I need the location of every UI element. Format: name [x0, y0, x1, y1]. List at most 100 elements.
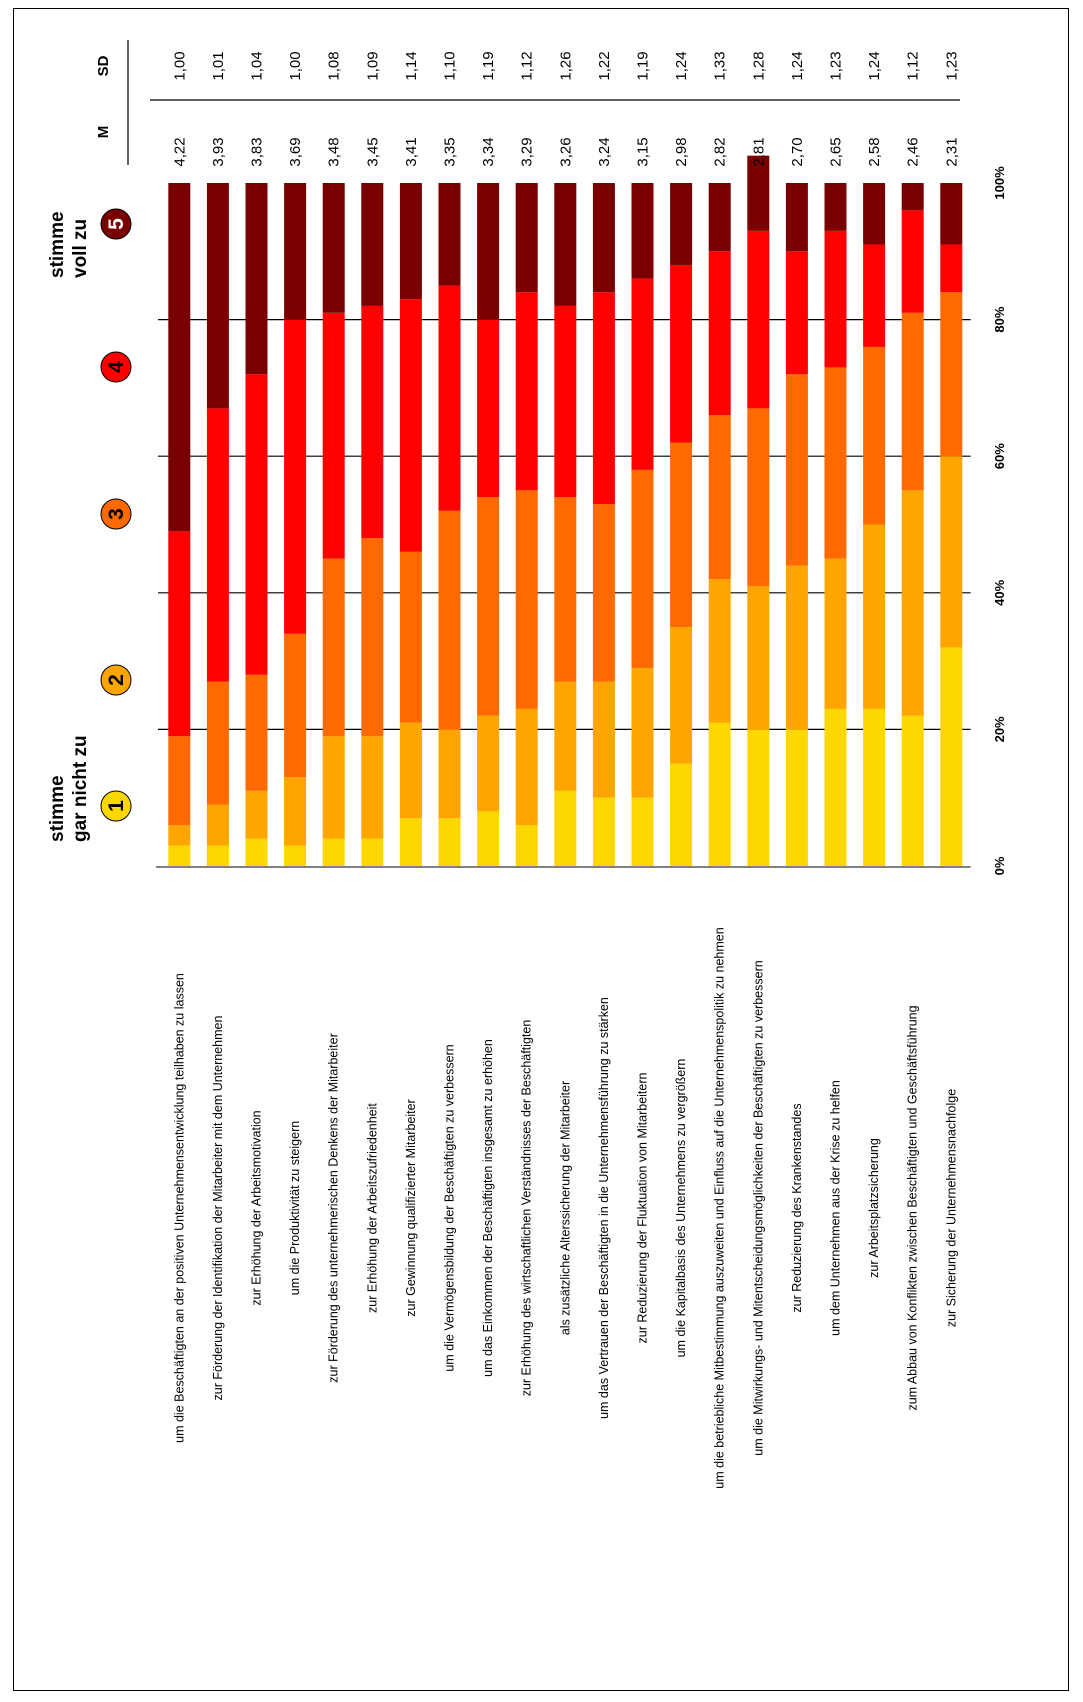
- sd-value: 1,00: [171, 51, 188, 80]
- tick-label: 0%: [992, 856, 1007, 875]
- bar-segment: [361, 305, 384, 539]
- sd-value: 1,26: [557, 51, 574, 80]
- bar-segment: [863, 346, 886, 525]
- legend-high-label-line2: voll zu: [70, 219, 91, 278]
- category-label: zur Erhöhung der Arbeitszufriedenheit: [365, 1103, 379, 1313]
- category-label: zur Förderung des unternehmerischen Denk…: [327, 1033, 341, 1382]
- bar-segment: [824, 230, 847, 368]
- legend-circle: [100, 790, 132, 822]
- bar-segment: [322, 312, 345, 559]
- bar-segment: [863, 708, 886, 866]
- category-label: zur Förderung der Identifikation der Mit…: [211, 1016, 225, 1401]
- bar-segment: [863, 524, 886, 709]
- mean-value: 2,70: [789, 137, 806, 166]
- mean-value: 3,48: [326, 137, 343, 166]
- bar-segment: [785, 565, 808, 730]
- bar-segment: [708, 251, 731, 416]
- bar-segment: [785, 183, 808, 252]
- bar-segment: [670, 442, 693, 627]
- category-label: um die Beschäftigten an der positiven Un…: [172, 973, 186, 1443]
- bar-segment: [631, 183, 654, 279]
- sd-value: 1,12: [519, 51, 536, 80]
- bar-segment: [747, 230, 770, 409]
- bar-segment: [515, 708, 538, 826]
- tick-label: 100%: [992, 166, 1007, 200]
- bar-segment: [940, 456, 963, 648]
- mean-value: 3,41: [403, 137, 420, 166]
- bar-segment: [438, 183, 461, 286]
- sd-value: 1,00: [287, 51, 304, 80]
- mean-value: 2,98: [673, 137, 690, 166]
- mean-value: 3,69: [287, 137, 304, 166]
- mean-value: 3,83: [249, 137, 266, 166]
- bar-segment: [206, 845, 229, 866]
- bar-segment: [824, 708, 847, 866]
- bar-segment: [361, 736, 384, 839]
- category-label: zur Erhöhung des wirtschaftlichen Verstä…: [520, 1020, 534, 1397]
- bar-segment: [515, 292, 538, 491]
- bar-segment: [477, 811, 500, 866]
- bar-segment: [399, 299, 422, 552]
- legend-circle: [100, 664, 132, 696]
- legend-circle: [100, 208, 132, 240]
- bar-segment: [554, 681, 577, 791]
- mean-value: 3,26: [557, 137, 574, 166]
- sd-value: 1,33: [712, 51, 729, 80]
- bar-segment: [322, 183, 345, 313]
- bar-segment: [245, 183, 268, 375]
- legend-circle: [100, 351, 132, 383]
- mean-value: 3,29: [519, 137, 536, 166]
- bar-segment: [631, 469, 654, 668]
- bar-segment: [631, 667, 654, 798]
- legend-low-label-line1: stimme: [47, 775, 68, 842]
- bar-segment: [901, 312, 924, 491]
- bar-segment: [284, 633, 307, 778]
- bar-segment: [477, 183, 500, 320]
- bar-segment: [940, 647, 963, 866]
- bar-segment: [708, 183, 731, 252]
- category-label: zur Gewinnung qualifizierter Mitarbeiter: [404, 1099, 418, 1316]
- bar-segment: [785, 374, 808, 566]
- bar-segment: [824, 183, 847, 231]
- category-label: um die Mitwirkungs- und Mitentscheidungs…: [751, 960, 765, 1455]
- bar-segment: [399, 551, 422, 723]
- bar-segment: [399, 183, 422, 300]
- bar-segment: [670, 763, 693, 866]
- sd-value: 1,01: [210, 51, 227, 80]
- mean-value: 3,34: [480, 137, 497, 166]
- bar-segment: [940, 244, 963, 293]
- category-label: zur Reduzierung des Krankenstandes: [790, 1103, 804, 1312]
- category-label: zur Arbeitsplatzsicherung: [867, 1138, 881, 1278]
- sd-value: 1,10: [442, 51, 459, 80]
- sd-value: 1,09: [364, 51, 381, 80]
- bar-segment: [168, 736, 191, 826]
- bar-segment: [168, 845, 191, 866]
- bar-segment: [284, 845, 307, 866]
- mean-value: 3,15: [635, 137, 652, 166]
- bar-segment: [245, 374, 268, 675]
- bar-segment: [515, 183, 538, 293]
- bar-segment: [515, 490, 538, 709]
- category-label: um die Kapitalbasis des Unternehmens zu …: [674, 1059, 688, 1358]
- sd-value: 1,24: [789, 51, 806, 80]
- mean-value: 2,81: [750, 137, 767, 166]
- sd-value: 1,24: [866, 51, 883, 80]
- category-label: um das Vertrauen der Beschäftigten in di…: [597, 997, 611, 1419]
- bar-segment: [554, 497, 577, 682]
- category-label: um dem Unternehmen aus der Krise zu helf…: [829, 1080, 843, 1336]
- tick-label: 60%: [992, 443, 1007, 469]
- bar-segment: [785, 251, 808, 375]
- legend-number: 4: [105, 361, 128, 373]
- sd-value: 1,19: [635, 51, 652, 80]
- bar-segment: [747, 585, 770, 730]
- bar-segment: [554, 790, 577, 866]
- bar-segment: [438, 818, 461, 866]
- sd-value: 1,24: [673, 51, 690, 80]
- category-label: als zusätzliche Alterssicherung der Mita…: [558, 1081, 572, 1335]
- bar-segment: [901, 210, 924, 313]
- bar-segment: [206, 183, 229, 409]
- mean-value: 2,82: [712, 137, 729, 166]
- bar-segment: [670, 264, 693, 443]
- bar-segment: [592, 183, 615, 293]
- tick-label: 20%: [992, 716, 1007, 742]
